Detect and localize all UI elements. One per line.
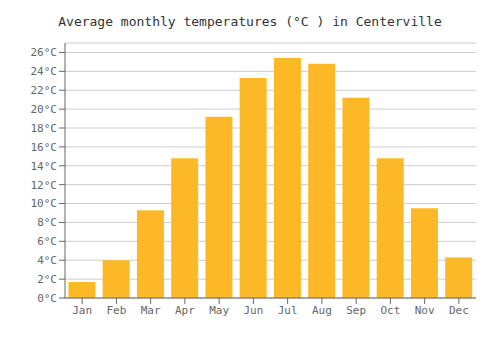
svg-text:14°C: 14°C: [31, 160, 58, 173]
svg-text:Jun: Jun: [243, 304, 263, 317]
svg-text:16°C: 16°C: [31, 141, 58, 154]
svg-text:Mar: Mar: [141, 304, 161, 317]
svg-text:18°C: 18°C: [31, 122, 58, 135]
svg-text:0°C: 0°C: [37, 292, 57, 305]
svg-text:Jul: Jul: [278, 304, 298, 317]
svg-text:26°C: 26°C: [31, 46, 58, 59]
svg-text:20°C: 20°C: [31, 103, 58, 116]
html-text:Average monthly temperatures (: Average monthly temperatures (°C ) in Ce…: [58, 14, 442, 29]
svg-text:Dec: Dec: [449, 304, 469, 317]
svg-text:Nov: Nov: [415, 304, 435, 317]
svg-text:8°C: 8°C: [37, 216, 57, 229]
svg-text:22°C: 22°C: [31, 84, 58, 97]
svg-text:Jan: Jan: [72, 304, 92, 317]
svg-text:May: May: [209, 304, 229, 317]
svg-text:2°C: 2°C: [37, 273, 57, 286]
svg-text:Feb: Feb: [106, 304, 126, 317]
svg-text:6°C: 6°C: [37, 235, 57, 248]
svg-text:Aug: Aug: [312, 304, 332, 317]
svg-text:Oct: Oct: [380, 304, 400, 317]
svg-text:4°C: 4°C: [37, 254, 57, 267]
svg-text:Sep: Sep: [346, 304, 366, 317]
svg-text:12°C: 12°C: [31, 179, 58, 192]
svg-text:10°C: 10°C: [31, 197, 58, 210]
svg-text:Apr: Apr: [175, 304, 195, 317]
svg-text:24°C: 24°C: [31, 65, 58, 78]
